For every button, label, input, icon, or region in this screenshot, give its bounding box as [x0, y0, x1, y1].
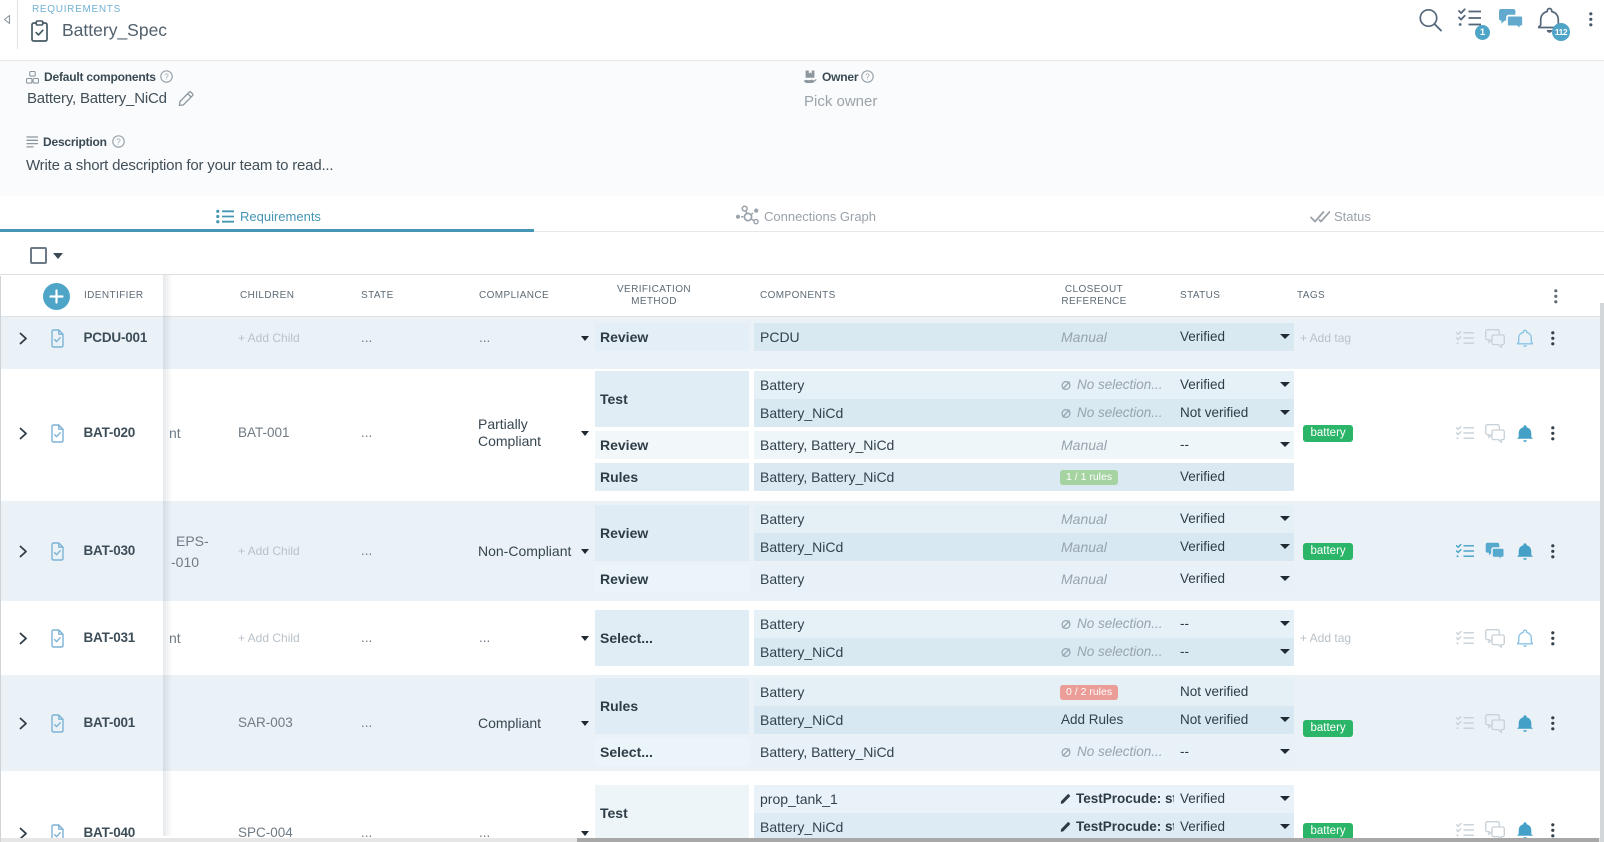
svg-text:?: ? [116, 137, 121, 146]
svg-text:?: ? [164, 72, 169, 81]
svg-text:?: ? [865, 72, 870, 81]
